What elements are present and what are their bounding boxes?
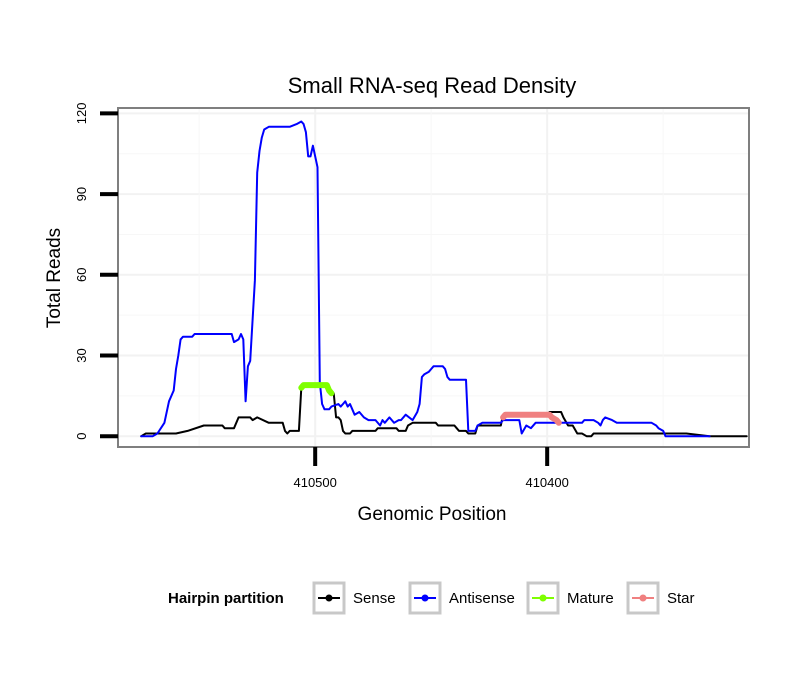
legend-label-mature: Mature: [567, 590, 614, 607]
chart-title: Small RNA-seq Read Density: [288, 73, 577, 98]
panel-background: [118, 108, 749, 447]
legend-key-box: [526, 581, 560, 615]
y-axis: 0 30 60 90 120: [74, 103, 118, 440]
panel-border: [117, 107, 750, 448]
y-tick-label: 90: [74, 187, 89, 201]
x-axis: 410500 410400: [293, 447, 569, 490]
x-axis-title: Genomic Position: [358, 504, 507, 525]
gridlines: [118, 108, 749, 447]
legend-label-antisense: Antisense: [449, 590, 515, 607]
y-axis-title: Total Reads: [44, 228, 65, 328]
y-tick-label: 0: [74, 433, 89, 440]
legend-title: Hairpin partition: [168, 590, 284, 607]
series-line-mature: [298, 382, 335, 397]
series-layer: [140, 120, 748, 438]
legend-key-point: [539, 594, 547, 602]
legend-label-sense: Sense: [353, 590, 396, 607]
legend-key-point: [421, 594, 429, 602]
x-tick-label: 410500: [293, 475, 336, 490]
x-tick-label: 410400: [525, 475, 568, 490]
series-line-star: [500, 411, 562, 426]
y-tick-label: 30: [74, 348, 89, 362]
legend-label-star: Star: [667, 590, 695, 607]
plot-panel: [117, 107, 750, 448]
legend: Hairpin partition Sense Antisense Mature St…: [168, 581, 695, 615]
series-line-antisense: [140, 120, 711, 438]
legend-key-point: [325, 594, 333, 602]
y-tick-label: 60: [74, 268, 89, 282]
legend-key-point: [639, 594, 647, 602]
series-line-sense: [140, 384, 748, 438]
y-tick-label: 120: [74, 103, 89, 125]
